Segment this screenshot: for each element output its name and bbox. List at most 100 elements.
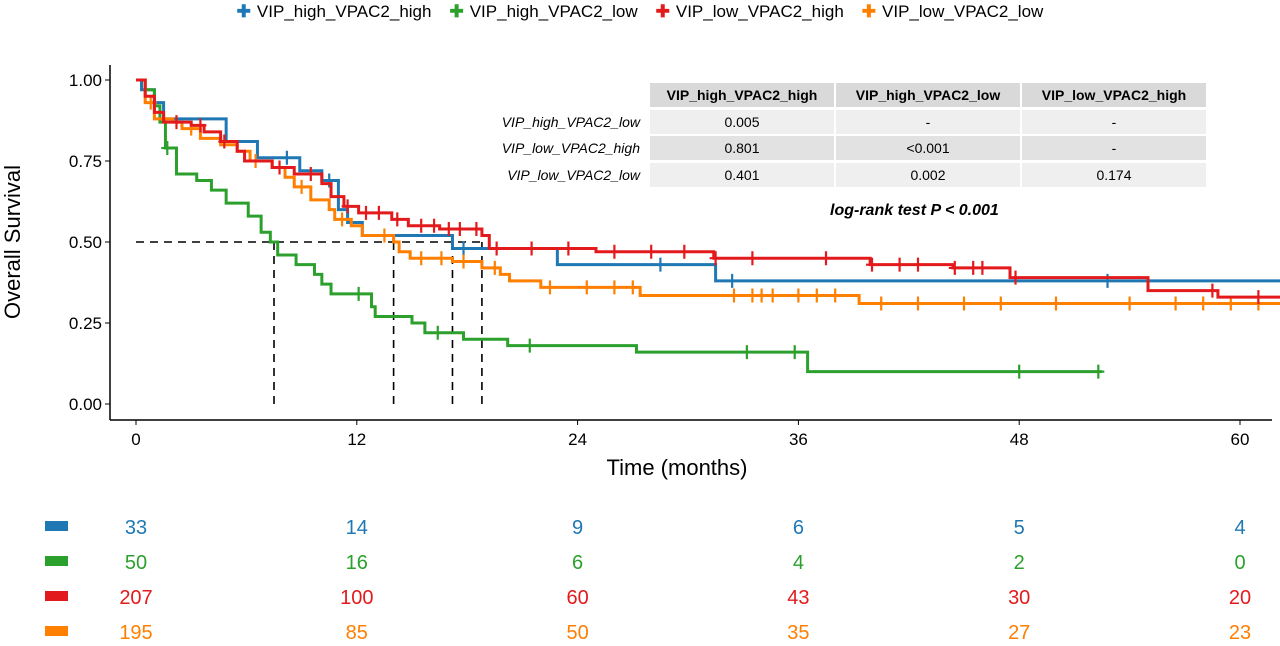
- table-header: VIP_high_VPAC2_high VIP_high_VPAC2_low V…: [650, 82, 1208, 109]
- risk-count: 50: [125, 552, 147, 574]
- censor-mark: [415, 251, 428, 266]
- y-tick-label: 0.00: [69, 395, 102, 414]
- censor-mark: [372, 205, 385, 220]
- legend-item: ✚ VIP_low_VPAC2_low: [862, 2, 1044, 22]
- risk-count: 33: [125, 517, 147, 539]
- censor-mark: [728, 288, 740, 303]
- risk-count: 14: [346, 517, 368, 539]
- risk-count: 16: [346, 552, 368, 574]
- censor-mark: [912, 257, 924, 272]
- censor-mark: [1101, 273, 1114, 288]
- risk-count: 195: [119, 622, 152, 644]
- table-row: VIP_low_VPAC2_high 0.801 <0.001 -: [502, 135, 1208, 162]
- risk-row-color-key: [45, 521, 68, 531]
- row-label: VIP_low_VPAC2_low: [507, 166, 640, 183]
- legend-item: ✚ VIP_high_VPAC2_low: [449, 2, 637, 22]
- censor-mark: [893, 257, 906, 272]
- risk-count: 43: [787, 587, 809, 609]
- table-cell: -: [1022, 109, 1206, 134]
- censor-mark: [490, 241, 503, 256]
- censor-mark: [654, 257, 667, 272]
- censor-mark: [336, 212, 349, 227]
- censor-mark: [194, 118, 207, 133]
- censor-mark: [1197, 296, 1210, 311]
- column-header: VIP_high_VPAC2_high: [650, 83, 834, 108]
- survival-curve-VIP_low_VPAC2_low: [136, 78, 1280, 306]
- censor-mark: [1169, 296, 1182, 311]
- pairwise-pvalue-table: VIP_high_VPAC2_high VIP_high_VPAC2_low V…: [502, 82, 1208, 189]
- table-cell: 0.401: [650, 162, 834, 187]
- table-cell: 0.005: [650, 109, 834, 134]
- censor-mark: [295, 179, 308, 194]
- risk-count: 4: [793, 552, 804, 574]
- x-tick-label: 24: [568, 430, 587, 449]
- censor-mark: [766, 288, 779, 303]
- censor-mark: [792, 288, 805, 303]
- x-axis-label: Time (months): [607, 455, 748, 480]
- censor-mark: [746, 251, 759, 266]
- censor-mark: [218, 134, 231, 149]
- censor-mark: [428, 218, 441, 233]
- censor-mark: [626, 280, 639, 295]
- risk-count: 60: [566, 587, 588, 609]
- censor-mark: [994, 296, 1007, 311]
- censor-mark: [755, 288, 768, 303]
- censor-mark: [829, 288, 842, 303]
- censor-mark: [170, 115, 183, 130]
- risk-row-color-key: [45, 591, 68, 601]
- censor-mark: [544, 280, 556, 295]
- censor-mark: [820, 251, 832, 266]
- censor-mark: [678, 244, 691, 259]
- censor-mark: [912, 296, 924, 311]
- table-cell: -: [1022, 136, 1206, 161]
- censor-mark: [948, 260, 961, 275]
- legend-key-icon: ✚: [236, 2, 251, 21]
- risk-count: 4: [1234, 517, 1245, 539]
- censor-mark: [958, 296, 970, 311]
- legend-label: VIP_high_VPAC2_low: [469, 2, 638, 21]
- censor-mark: [562, 241, 575, 256]
- legend-label: VIP_low_VPAC2_low: [882, 2, 1044, 21]
- column-header: VIP_low_VPAC2_high: [1022, 83, 1206, 108]
- risk-count: 5: [1014, 517, 1025, 539]
- censor-mark: [788, 345, 801, 360]
- table-row: VIP_high_VPAC2_low 0.005 - -: [502, 109, 1208, 136]
- censor-mark: [457, 254, 470, 269]
- row-label: VIP_low_VPAC2_high: [501, 140, 640, 157]
- censor-mark: [161, 141, 174, 156]
- y-axis-label: Overall Survival: [0, 165, 25, 319]
- legend-item: ✚ VIP_low_VPAC2_high: [656, 2, 844, 22]
- censor-mark: [1206, 283, 1219, 298]
- censor-mark: [378, 228, 391, 243]
- table-cell: <0.001: [836, 136, 1020, 161]
- censor-mark: [391, 212, 404, 227]
- x-tick-label: 0: [131, 430, 140, 449]
- censor-mark: [525, 241, 538, 256]
- legend-label: VIP_high_VPAC2_high: [256, 2, 432, 21]
- censor-mark: [580, 280, 593, 295]
- censor-mark: [415, 218, 428, 233]
- risk-count: 27: [1008, 622, 1030, 644]
- risk-count: 6: [793, 517, 804, 539]
- censor-mark: [470, 222, 483, 237]
- y-tick-label: 0.25: [69, 314, 102, 333]
- legend: ✚ VIP_high_VPAC2_high ✚ VIP_high_VPAC2_low…: [0, 2, 1280, 22]
- censor-mark: [1276, 295, 1280, 299]
- censor-mark: [453, 222, 466, 237]
- censor-mark: [726, 273, 739, 288]
- legend-key-icon: ✚: [449, 2, 464, 21]
- risk-count: 85: [346, 622, 368, 644]
- logrank-annotation: log-rank test P < 0.001: [830, 202, 999, 219]
- table-cell: 0.801: [650, 136, 834, 161]
- risk-count: 35: [787, 622, 809, 644]
- censor-mark: [442, 222, 455, 237]
- risk-count: 23: [1229, 622, 1251, 644]
- risk-count: 20: [1229, 587, 1251, 609]
- table-row: VIP_low_VPAC2_low 0.401 0.002 0.174: [507, 162, 1208, 189]
- legend-label: VIP_low_VPAC2_high: [675, 2, 844, 21]
- x-tick-label: 12: [347, 430, 366, 449]
- censor-mark: [866, 257, 878, 272]
- risk-row-color-key: [45, 626, 68, 636]
- censor-mark: [360, 205, 372, 220]
